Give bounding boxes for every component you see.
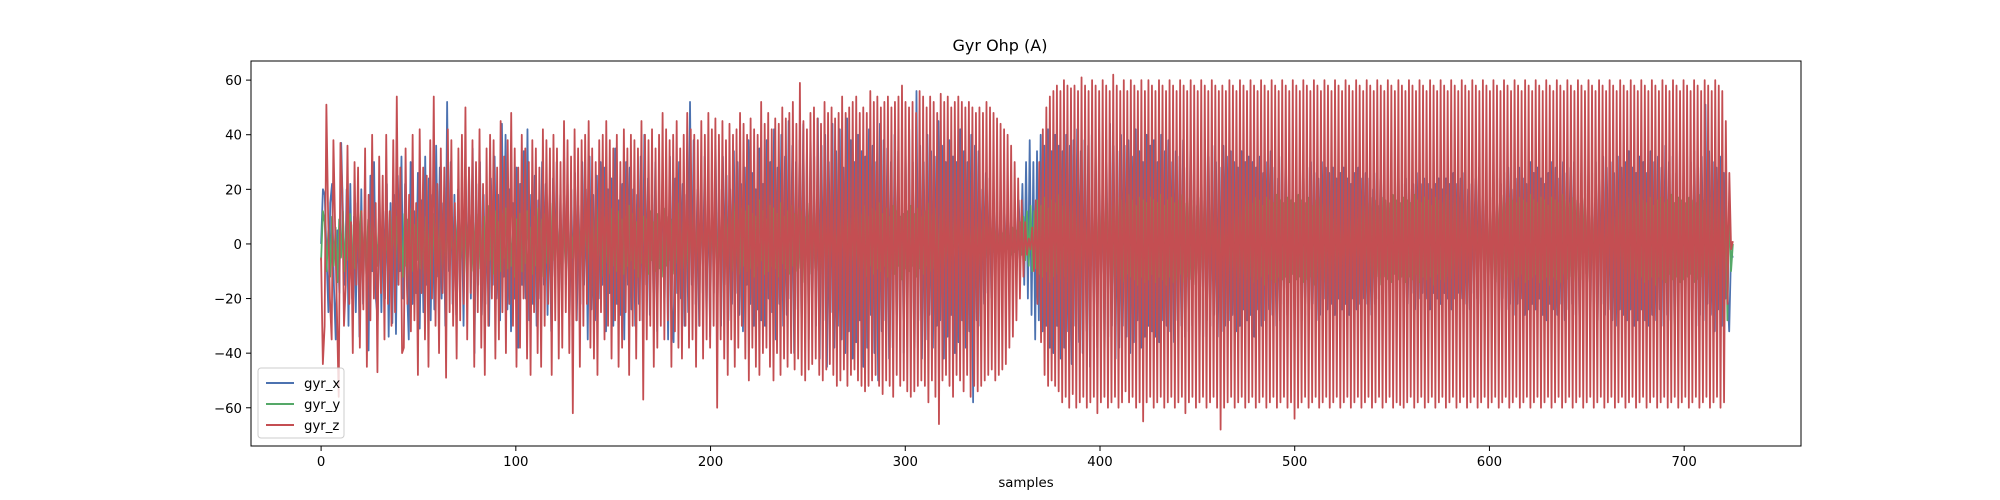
- y-tick-label: −20: [214, 293, 242, 308]
- x-tick-label: 600: [1477, 455, 1502, 470]
- y-tick-label: 40: [225, 129, 242, 144]
- x-tick-label: 500: [1282, 455, 1307, 470]
- series-group: [320, 73, 1734, 431]
- legend-label-gyr_y: gyr_y: [304, 398, 340, 413]
- x-tick-label: 0: [317, 455, 325, 470]
- x-tick-label: 400: [1087, 455, 1112, 470]
- series-line-gyr_z: [320, 73, 1734, 431]
- x-tick-label: 300: [893, 455, 918, 470]
- y-tick-label: −60: [214, 402, 242, 417]
- y-tick-label: 20: [225, 183, 242, 198]
- legend-label-gyr_z: gyr_z: [304, 419, 339, 434]
- y-tick-label: −40: [214, 347, 242, 362]
- chart-title: Gyr Ohp (A): [953, 36, 1048, 55]
- legend: gyr_x gyr_y gyr_z: [257, 367, 345, 439]
- legend-box: [257, 367, 345, 439]
- plot-area: [250, 60, 1802, 447]
- plot-frame: [250, 60, 1802, 447]
- y-axis: −60 −40 −20 0 20 40 60: [214, 74, 251, 417]
- x-tick-label: 700: [1671, 455, 1696, 470]
- x-axis: 0 100 200 300 400 500 600 700: [317, 446, 1697, 470]
- y-tick-label: 0: [234, 238, 242, 253]
- x-tick-label: 100: [503, 455, 528, 470]
- y-tick-label: 60: [225, 74, 242, 89]
- x-tick-label: 200: [698, 455, 723, 470]
- legend-label-gyr_x: gyr_x: [304, 377, 340, 392]
- x-axis-label: samples: [998, 476, 1053, 491]
